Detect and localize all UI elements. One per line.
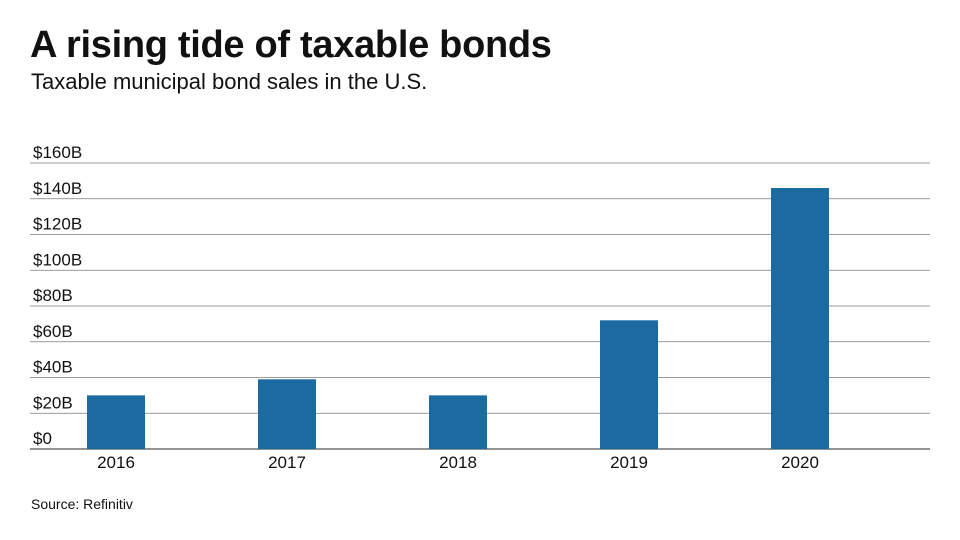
- y-axis-tick-labels: $0 $20B $40B $60B $80B $100B $120B $140B $160B: [33, 143, 82, 448]
- y-tick-label: $120B: [33, 215, 82, 234]
- y-tick-label: $60B: [33, 322, 73, 341]
- bar-2018: [429, 395, 487, 449]
- y-tick-label: $80B: [33, 286, 73, 305]
- x-tick-label: 2018: [439, 453, 477, 472]
- x-axis-tick-labels: 2016 2017 2018 2019 2020: [97, 453, 819, 472]
- x-tick-label: 2016: [97, 453, 135, 472]
- y-tick-label: $0: [33, 429, 52, 448]
- x-tick-label: 2019: [610, 453, 648, 472]
- bar-2017: [258, 379, 316, 449]
- bars: [87, 188, 829, 449]
- chart-title: A rising tide of taxable bonds: [30, 24, 552, 66]
- source-note: Source: Refinitiv: [31, 496, 133, 512]
- y-tick-label: $140B: [33, 179, 82, 198]
- bar-2020: [771, 188, 829, 449]
- y-tick-label: $20B: [33, 393, 73, 412]
- bar-2016: [87, 395, 145, 449]
- y-tick-label: $40B: [33, 358, 73, 377]
- y-tick-label: $100B: [33, 250, 82, 269]
- chart-subtitle: Taxable municipal bond sales in the U.S.: [31, 69, 428, 94]
- y-tick-label: $160B: [33, 143, 82, 162]
- x-tick-label: 2020: [781, 453, 819, 472]
- x-tick-label: 2017: [268, 453, 306, 472]
- bar-2019: [600, 320, 658, 449]
